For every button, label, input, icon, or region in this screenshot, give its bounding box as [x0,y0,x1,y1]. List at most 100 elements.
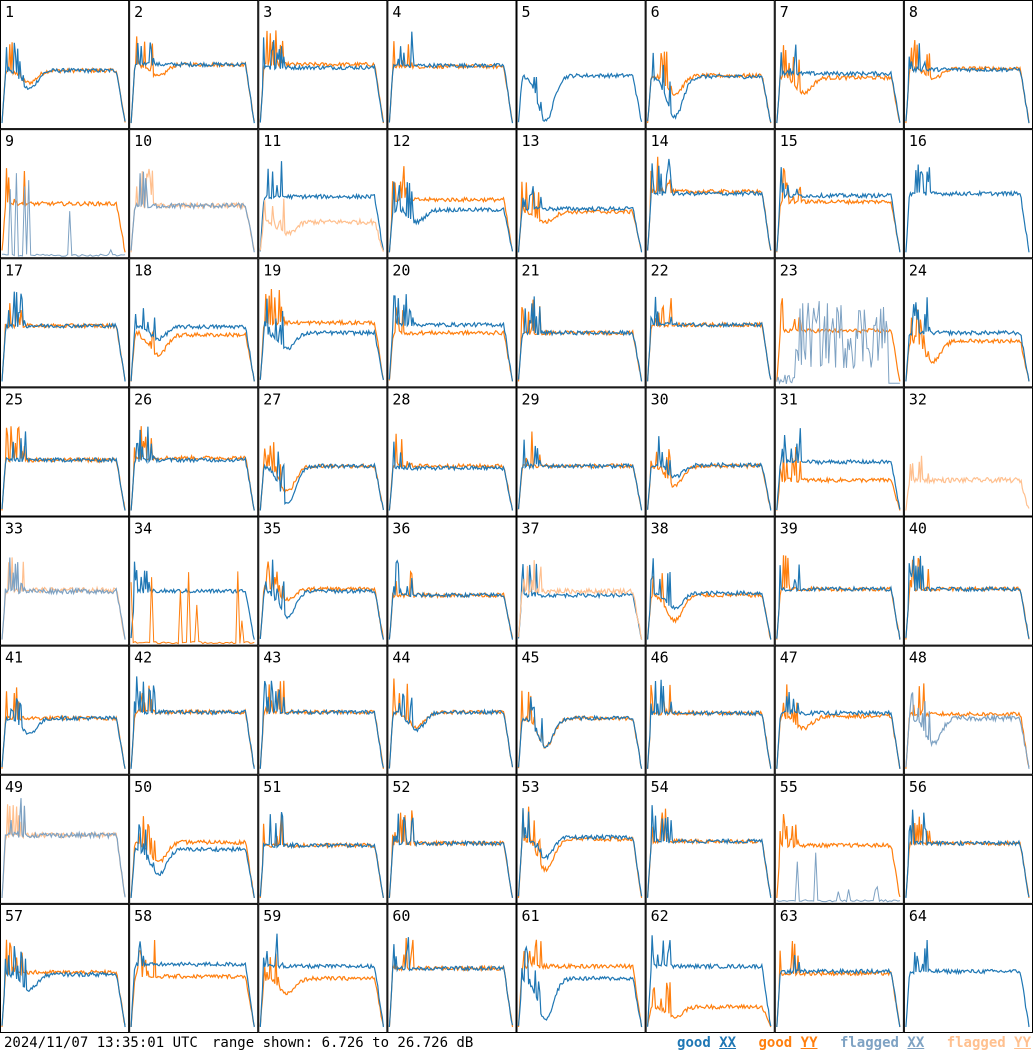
panel-number: 60 [392,907,410,925]
panel-46: 46 [645,645,775,775]
panel-5: 5 [516,0,646,130]
series-good-xx [905,297,1030,382]
series-good-yy [905,309,1030,382]
panel-number: 39 [780,520,798,538]
series-flagged-yy [259,198,384,252]
series-good-xx [647,436,772,511]
series-good-xx [905,555,1030,639]
series-good-xx [1,698,126,769]
panel-39: 39 [774,516,904,646]
panel-number: 33 [5,520,23,538]
series-good-xx [647,679,772,769]
legend-good-xx-word: good [677,1035,711,1051]
panel-31: 31 [774,387,904,517]
legend-good-yy-word: good [758,1035,793,1051]
series-good-xx [388,294,514,382]
panel-number: 47 [780,649,798,667]
series-good-yy [130,939,255,1028]
panel-number: 27 [263,390,281,408]
panel-55: 55 [774,774,904,904]
panel-number: 53 [522,778,540,796]
panel-number: 54 [651,778,669,796]
panel-64: 64 [903,903,1033,1033]
series-good-xx [1,291,126,382]
series-good-xx [517,186,643,253]
panel-number: 17 [5,261,23,279]
series-good-xx [388,31,514,124]
panel-44: 44 [387,645,517,775]
series-good-yy [776,814,901,898]
panel-41: 41 [0,645,130,775]
panel-frame [516,516,646,646]
series-good-xx [1,42,126,124]
panel-number: 5 [522,3,531,21]
panel-frame [516,0,646,130]
panel-number: 10 [134,132,152,150]
panel-number: 64 [909,907,927,925]
legend-flagged-yy-pol: YY [1014,1035,1031,1051]
panel-number: 50 [134,778,152,796]
series-good-xx [776,691,901,769]
series-good-xx [517,696,643,769]
panel-number: 32 [909,390,927,408]
panel-2: 2 [129,0,259,130]
panel-number: 28 [392,390,410,408]
panel-number: 34 [134,520,152,538]
panel-frame [0,774,130,904]
panel-number: 43 [263,649,281,667]
panel-number: 44 [392,649,410,667]
series-flagged-xx [905,692,1030,769]
panel-12: 12 [387,129,517,259]
panel-37: 37 [516,516,646,646]
series-good-xx [259,161,384,252]
series-good-xx [259,451,384,511]
series-good-xx [647,296,772,382]
panel-15: 15 [774,129,904,259]
series-good-xx [647,935,772,1027]
series-flagged-xx [1,798,126,898]
panel-17: 17 [0,258,130,388]
series-good-xx [259,298,384,381]
series-good-yy [647,684,772,769]
series-good-xx [388,693,514,769]
panel-number: 48 [909,649,927,667]
footer: 2024/11/07 13:35:01 UTC range shown: 6.7… [0,1033,1033,1053]
panel-frame [258,516,388,646]
panel-63: 63 [774,903,904,1033]
series-good-xx [130,824,255,898]
panel-number: 31 [780,390,798,408]
panel-number: 29 [522,390,540,408]
panel-42: 42 [129,645,259,775]
panel-35: 35 [258,516,388,646]
panel-number: 62 [651,907,669,925]
series-good-xx [1,946,126,1028]
panel-frame [645,903,775,1033]
panel-frame [387,387,517,517]
series-good-xx [130,941,255,1028]
panel-7: 7 [774,0,904,130]
panel-number: 41 [5,649,23,667]
timestamp: 2024/11/07 13:35:01 UTC [4,1035,198,1051]
panel-number: 9 [5,132,14,150]
series-flagged-yy [130,571,255,645]
panel-number: 61 [522,907,540,925]
series-flagged-xx [1,173,126,257]
panel-52: 52 [387,774,517,904]
panel-54: 54 [645,774,775,904]
series-flagged-yy [905,455,1030,511]
series-good-xx [259,37,384,123]
panel-number: 20 [392,261,410,279]
series-good-xx [259,680,384,769]
panel-frame [387,774,517,904]
series-good-yy [517,181,643,253]
panel-frame [258,903,388,1033]
panel-18: 18 [129,258,259,388]
panel-number: 35 [263,520,281,538]
panel-number: 49 [5,778,23,796]
panel-20: 20 [387,258,517,388]
legend-flagged-xx-word: flagged [839,1035,899,1051]
series-flagged-yy [517,560,643,640]
series-good-yy [259,953,384,1027]
series-good-xx [388,441,514,511]
panel-number: 58 [134,907,152,925]
